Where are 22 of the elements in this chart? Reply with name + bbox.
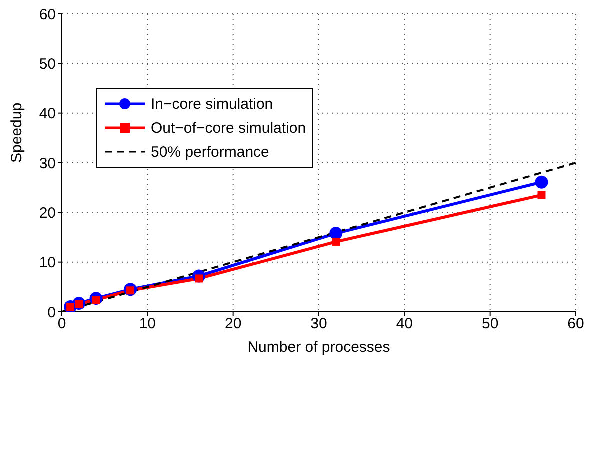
x-tick-label: 50 bbox=[482, 316, 499, 333]
x-tick-label: 30 bbox=[310, 316, 328, 333]
y-tick-label: 10 bbox=[39, 254, 56, 272]
y-tick-label: 0 bbox=[48, 304, 56, 322]
point bbox=[535, 176, 548, 189]
point bbox=[330, 227, 343, 240]
x-tick-label: 60 bbox=[568, 316, 584, 333]
legend-label: 50% performance bbox=[151, 144, 270, 160]
y-tick-label: 20 bbox=[39, 204, 56, 222]
y-tick-label: 30 bbox=[39, 155, 56, 172]
y-tick-label: 40 bbox=[39, 106, 56, 123]
y-tick-label: 50 bbox=[39, 56, 56, 73]
y-axis-title: Speedup bbox=[8, 102, 26, 163]
x-tick-label: 20 bbox=[224, 316, 242, 333]
legend-label: Out−of−core simulation bbox=[151, 120, 306, 136]
point bbox=[332, 238, 340, 246]
x-tick-label: 40 bbox=[396, 316, 414, 333]
x-tick-label: 10 bbox=[139, 316, 156, 333]
y-tick-label: 60 bbox=[39, 6, 56, 24]
legend-label: In−core simulation bbox=[151, 96, 274, 112]
x-axis-title: Number of processes bbox=[248, 339, 390, 356]
point bbox=[538, 191, 546, 200]
